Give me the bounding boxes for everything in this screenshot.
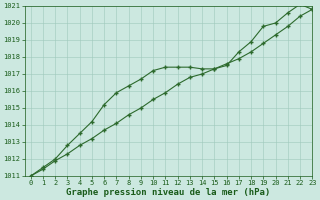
- X-axis label: Graphe pression niveau de la mer (hPa): Graphe pression niveau de la mer (hPa): [66, 188, 271, 197]
